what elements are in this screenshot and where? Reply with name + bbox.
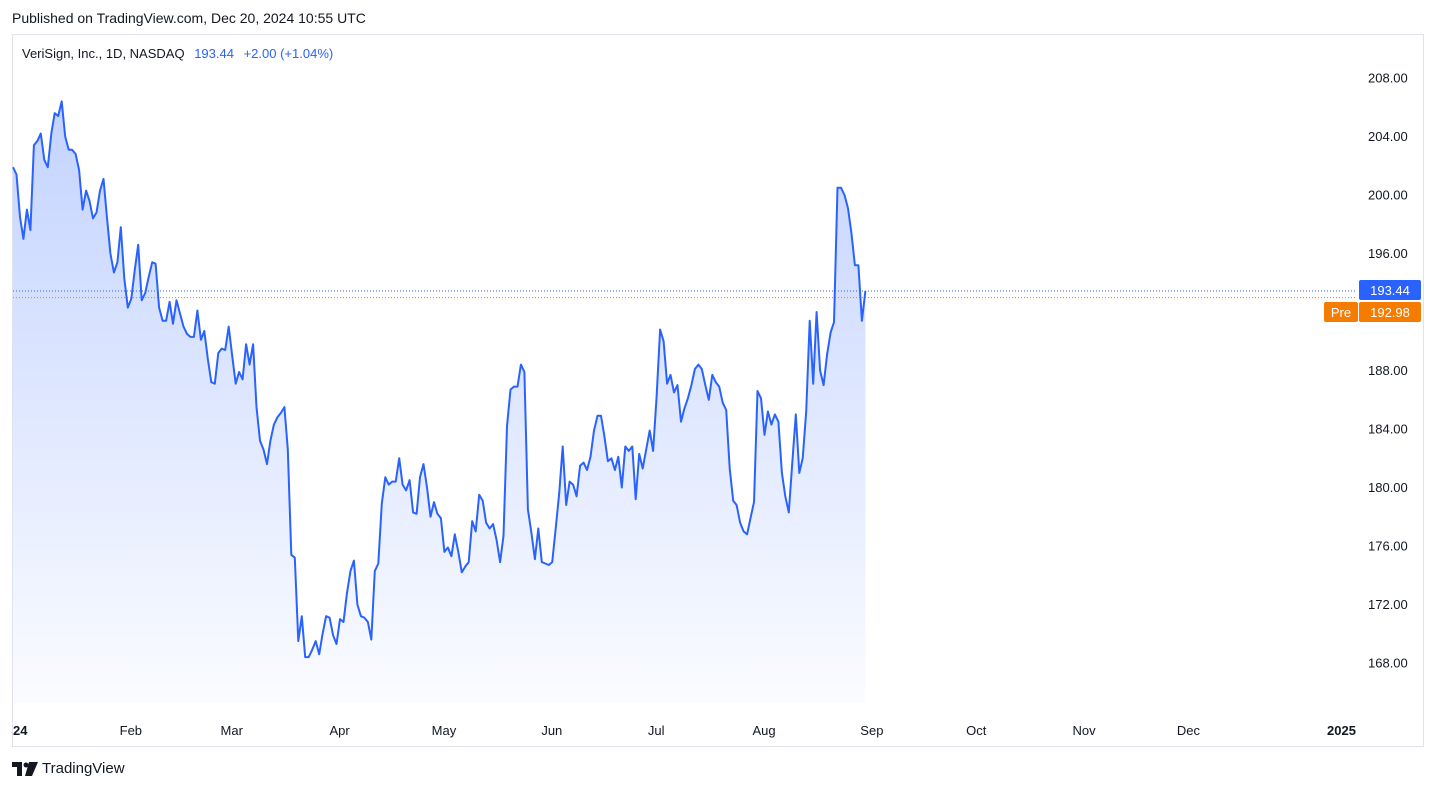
y-tick-label: 188.00 [1368,363,1408,378]
y-tick-label: 176.00 [1368,539,1408,554]
y-tick-label: 172.00 [1368,597,1408,612]
legend-symbol: VeriSign, Inc., 1D, NASDAQ [22,46,185,61]
legend-change: +2.00 (+1.04%) [243,46,334,61]
x-axis: 24 Feb Mar Apr May Jun Jul Aug Sep Oct Nov Dec 2025 [13,723,1356,738]
x-tick-label: Feb [120,723,142,738]
x-tick-label: Jul [648,723,665,738]
x-tick-label: 24 [13,723,28,738]
y-tick-label: 196.00 [1368,246,1408,261]
y-tick-label: 208.00 [1368,71,1408,86]
x-tick-label: Jun [541,723,562,738]
y-axis: 208.00204.00200.00196.00192.00188.00184.… [1368,71,1408,671]
x-tick-label: Apr [329,723,350,738]
last-price-badge-text: 193.44 [1370,283,1410,298]
x-tick-label: Sep [860,723,883,738]
price-area-fill [13,101,866,703]
x-tick-label: Aug [752,723,775,738]
y-tick-label: 168.00 [1368,656,1408,671]
x-tick-label: Mar [221,723,244,738]
x-tick-label: Dec [1177,723,1201,738]
published-note: Published on TradingView.com, Dec 20, 20… [12,10,366,26]
pre-market-label: Pre [1331,305,1351,320]
chart-frame [12,34,1424,747]
y-tick-label: 184.00 [1368,422,1408,437]
y-tick-label: 200.00 [1368,188,1408,203]
x-tick-label: 2025 [1327,723,1356,738]
x-tick-label: Oct [966,723,987,738]
last-price-badge: 193.44 [1359,280,1421,300]
y-tick-label: 204.00 [1368,129,1408,144]
x-tick-label: May [432,723,457,738]
tradingview-logo-icon [12,761,38,776]
pre-market-badge: Pre 192.98 [1324,302,1421,322]
legend-last-value: 193.44 [194,46,234,61]
y-tick-label: 180.00 [1368,480,1408,495]
tradingview-brand: TradingView [42,760,125,777]
pre-market-price-text: 192.98 [1370,305,1410,320]
price-series-line [12,100,867,659]
legend: VeriSign, Inc., 1D, NASDAQ 193.44 +2.00 … [22,46,333,61]
x-tick-label: Nov [1073,723,1097,738]
tradingview-logo[interactable]: TradingView [12,760,125,777]
